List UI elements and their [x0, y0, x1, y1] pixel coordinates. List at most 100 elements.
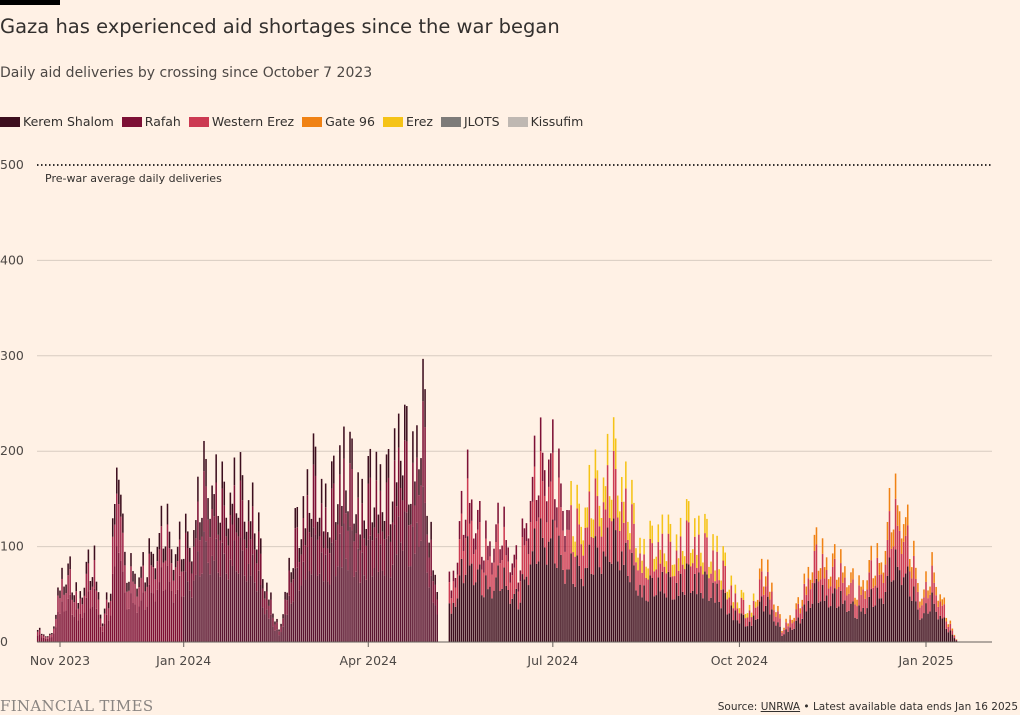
bar-segment — [73, 595, 75, 603]
bar-segment — [588, 491, 591, 545]
bar-segment — [219, 576, 221, 642]
bar-segment — [343, 426, 345, 459]
bar-segment — [249, 539, 252, 576]
bar-segment — [89, 590, 92, 609]
bar-segment — [860, 586, 862, 595]
bar-segment — [677, 595, 680, 642]
bar-segment — [894, 498, 897, 550]
bar-segment — [264, 598, 266, 615]
bar-segment — [691, 549, 694, 564]
bar-segment — [771, 609, 773, 642]
bar-segment — [706, 537, 708, 575]
bar-segment — [529, 500, 532, 523]
bar-segment — [389, 541, 392, 578]
bar-segment — [612, 417, 615, 451]
bar-segment — [653, 571, 656, 597]
source-link-unrwa[interactable]: UNRWA — [760, 701, 801, 713]
bar-segment — [663, 553, 666, 567]
bar-segment — [923, 597, 925, 614]
bar-segment — [343, 458, 345, 524]
bar-segment — [860, 611, 862, 642]
financial-times-logo: FINANCIAL TIMES — [0, 697, 154, 715]
bar-segment — [118, 479, 120, 505]
bar-segment — [507, 590, 509, 642]
bar-segment — [730, 575, 733, 586]
legend-label: Erez — [405, 114, 433, 129]
bar-segment — [136, 596, 138, 613]
bar-segment — [543, 470, 546, 496]
bar-segment — [132, 571, 134, 582]
bar-segment — [420, 485, 422, 541]
bar-segment — [791, 629, 793, 642]
bar-segment — [458, 521, 461, 540]
bar-segment — [454, 587, 457, 607]
bar-segment — [878, 562, 881, 575]
bar-segment — [229, 515, 232, 560]
bar-segment — [590, 518, 593, 537]
bar-segment — [97, 614, 100, 642]
bar-segment — [391, 522, 394, 565]
bar-segment — [702, 574, 704, 599]
bar-segment — [280, 632, 282, 642]
bar-segment — [355, 514, 357, 534]
bar-segment — [109, 600, 112, 616]
bar-segment — [594, 449, 597, 479]
bar-segment — [627, 521, 629, 540]
bar-segment — [937, 600, 939, 607]
bar-segment — [375, 451, 378, 481]
bar-segment — [777, 622, 779, 642]
bar-segment — [659, 549, 662, 564]
legend-item: Gate 96 — [302, 114, 375, 129]
bar-segment — [937, 606, 939, 620]
bar-segment — [511, 575, 514, 599]
bar-segment — [105, 599, 108, 615]
bar-segment — [576, 555, 578, 642]
bar-segment — [917, 591, 919, 610]
bar-segment — [428, 542, 430, 558]
bar-segment — [736, 620, 739, 642]
bar-segment — [156, 561, 159, 590]
bar-segment — [517, 582, 520, 592]
bar-segment — [456, 574, 459, 599]
bar-segment — [286, 614, 288, 642]
bar-segment — [842, 582, 844, 604]
bar-segment — [410, 566, 412, 642]
bar-segment — [387, 535, 390, 642]
bar-segment — [99, 626, 102, 642]
bar-segment — [876, 543, 879, 558]
bar-segment — [268, 605, 270, 619]
bar-segment — [472, 554, 475, 586]
bar-segment — [789, 619, 791, 628]
bar-segment — [527, 585, 530, 642]
bar-segment — [146, 586, 148, 607]
bar-segment — [132, 581, 134, 603]
bar-segment — [97, 599, 100, 615]
bar-segment — [724, 552, 726, 566]
bar-segment — [827, 579, 830, 589]
bar-segment — [182, 596, 185, 642]
bar-segment — [63, 586, 65, 595]
bar-segment — [83, 595, 86, 613]
bar-segment — [641, 597, 643, 642]
bar-segment — [860, 594, 862, 612]
bar-segment — [154, 568, 157, 580]
bar-segment — [896, 566, 899, 642]
bar-segment — [758, 568, 761, 580]
bar-segment — [306, 546, 309, 642]
bar-segment — [722, 589, 724, 642]
bar-segment — [537, 495, 540, 518]
bar-segment — [298, 548, 301, 563]
bar-segment — [831, 553, 834, 567]
bar-segment — [460, 513, 463, 559]
bar-segment — [756, 606, 759, 619]
bar-segment — [746, 613, 749, 618]
bar-segment — [870, 545, 873, 561]
bar-segment — [744, 626, 747, 642]
bar-segment — [371, 576, 374, 642]
bar-segment — [330, 542, 333, 642]
bar-segment — [590, 536, 593, 574]
bar-segment — [535, 500, 538, 522]
bar-segment — [483, 572, 485, 598]
bar-segment — [645, 577, 647, 601]
bar-segment — [856, 618, 858, 642]
